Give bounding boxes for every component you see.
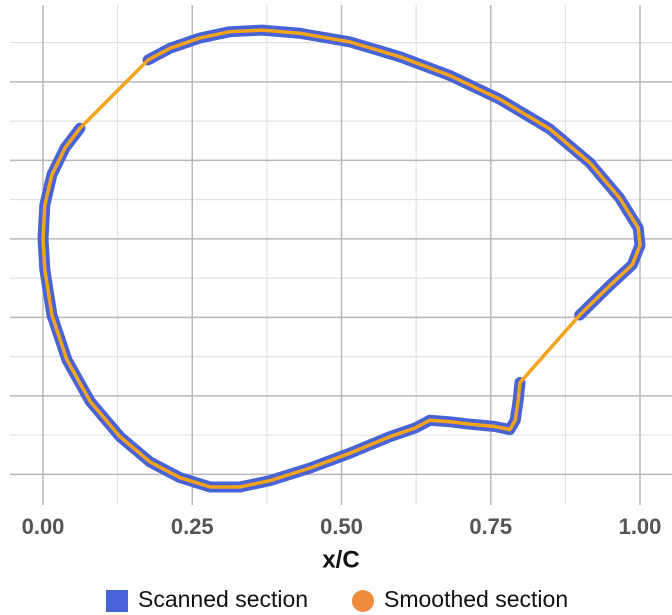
x-tick-label: 1.00 <box>619 514 662 539</box>
x-tick-label: 0.50 <box>320 514 363 539</box>
legend-swatch <box>352 590 374 612</box>
x-tick-label: 0.75 <box>469 514 512 539</box>
x-axis-label: x/C <box>322 546 359 573</box>
series-line <box>41 28 642 489</box>
legend-swatch <box>106 590 128 612</box>
x-tick-label: 0.25 <box>171 514 214 539</box>
x-tick-label: 0.00 <box>22 514 65 539</box>
legend-label: Scanned section <box>138 586 308 612</box>
legend-label: Smoothed section <box>384 586 568 612</box>
